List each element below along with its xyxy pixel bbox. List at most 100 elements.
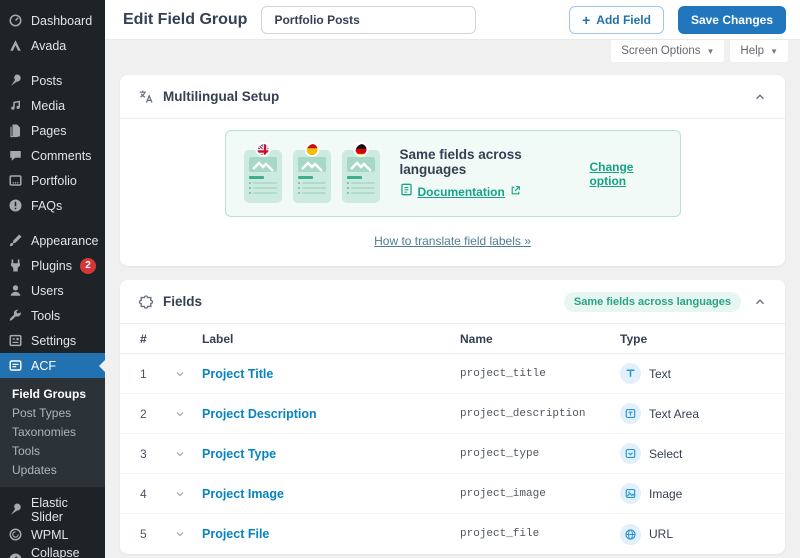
field-row-project-description: 2 Project Description project_descriptio…	[120, 394, 785, 434]
field-type: Select	[620, 443, 785, 464]
sidebar-item-dashboard[interactable]: Dashboard	[0, 8, 105, 33]
sidebar-item-appearance[interactable]: Appearance	[0, 228, 105, 253]
acf-topbar: Edit Field Group + Add Field Save Change…	[105, 0, 800, 40]
sidebar-item-label: ACF	[31, 358, 56, 373]
text-line	[297, 187, 326, 189]
field-label-link[interactable]: Project File	[202, 527, 270, 541]
text-line	[297, 182, 326, 184]
screen-options-tab[interactable]: Screen Options ▼	[611, 40, 725, 62]
avada-icon	[8, 38, 23, 53]
collapse-panel-chevron-up-icon[interactable]	[753, 295, 767, 309]
field-row-project-image: 4 Project Image project_image Image	[120, 474, 785, 514]
sidebar-item-plugins[interactable]: Plugins 2	[0, 253, 105, 278]
field-label-link[interactable]: Project Title	[202, 366, 274, 381]
sidebar-item-avada[interactable]: Avada	[0, 33, 105, 58]
column-header-number: #	[140, 331, 147, 346]
expand-field-chevron-icon[interactable]	[174, 368, 202, 380]
url-globe-type-icon	[620, 523, 641, 545]
collapse-panel-chevron-up-icon[interactable]	[753, 90, 767, 104]
page-title: Edit Field Group	[123, 10, 248, 28]
sidebar-item-posts[interactable]: Posts	[0, 68, 105, 93]
multilingual-panel-title: Multilingual Setup	[163, 89, 280, 104]
sidebar-item-collapse-menu[interactable]: Collapse menu	[0, 545, 105, 558]
text-line	[297, 192, 326, 194]
documentation-link[interactable]: Documentation	[417, 184, 505, 199]
submenu-item-tools[interactable]: Tools	[12, 444, 41, 458]
field-name: project_type	[460, 447, 540, 460]
sidebar-item-pages[interactable]: Pages	[0, 118, 105, 143]
external-link-icon	[510, 183, 521, 201]
sidebar-item-label: WPML	[31, 527, 69, 542]
sidebar-item-label: FAQs	[31, 198, 63, 213]
sidebar-item-label: Posts	[31, 73, 63, 88]
sidebar-item-label: Settings	[31, 333, 77, 348]
text-line	[346, 187, 375, 189]
text-type-icon	[620, 363, 641, 384]
image-placeholder-icon	[346, 157, 375, 172]
field-order-number: 1	[140, 366, 147, 381]
sidebar-separator	[0, 218, 105, 228]
sidebar-item-label: Users	[31, 283, 64, 298]
main-area: Edit Field Group + Add Field Save Change…	[105, 0, 800, 558]
multilingual-panel-header: Multilingual Setup	[120, 75, 785, 119]
sidebar-item-portfolio[interactable]: Portfolio	[0, 168, 105, 193]
sidebar-item-label: Appearance	[31, 233, 99, 248]
field-name: project_title	[460, 367, 546, 380]
admin-sidebar: Dashboard Avada Posts Media Pages Commen…	[0, 0, 105, 558]
sidebar-item-elastic-slider[interactable]: Elastic Slider	[0, 496, 105, 524]
save-changes-button[interactable]: Save Changes	[677, 5, 786, 34]
submenu-item-post-types[interactable]: Post Types	[12, 406, 72, 420]
sidebar-item-users[interactable]: Users	[0, 278, 105, 303]
sidebar-item-settings[interactable]: Settings	[0, 328, 105, 353]
fields-panel-header: Fields Same fields across languages	[120, 280, 785, 324]
sidebar-item-label: Comments	[31, 148, 92, 163]
sidebar-item-acf[interactable]: ACF	[0, 353, 105, 378]
language-card-english	[243, 142, 282, 203]
field-group-title-input[interactable]	[261, 5, 477, 34]
image-type-icon	[620, 483, 641, 504]
expand-field-chevron-icon[interactable]	[174, 528, 202, 540]
spain-flag-icon	[304, 142, 319, 157]
uk-flag-icon	[255, 142, 270, 157]
submenu-item-updates[interactable]: Updates	[12, 463, 57, 477]
field-order-number: 2	[140, 406, 147, 421]
language-card-german	[341, 142, 380, 203]
sidebar-separator	[0, 58, 105, 68]
text-line	[248, 187, 277, 189]
text-line	[346, 192, 375, 194]
help-tab[interactable]: Help ▼	[730, 40, 788, 62]
dashboard-icon	[8, 13, 23, 28]
change-option-link[interactable]: Change option	[589, 159, 634, 188]
add-field-button[interactable]: + Add Field	[569, 5, 664, 34]
field-name: project_image	[460, 487, 546, 500]
field-row-project-type: 3 Project Type project_type Select	[120, 434, 785, 474]
same-fields-badge: Same fields across languages	[563, 291, 741, 312]
wrench-icon	[8, 308, 23, 323]
sidebar-item-comments[interactable]: Comments	[0, 143, 105, 168]
sidebar-item-label: Avada	[31, 38, 67, 53]
field-label-link[interactable]: Project Description	[202, 406, 317, 421]
how-to-translate-link[interactable]: How to translate field labels »	[374, 234, 531, 248]
fields-panel: Fields Same fields across languages # La…	[120, 280, 785, 554]
expand-field-chevron-icon[interactable]	[174, 448, 202, 460]
field-label-link[interactable]: Project Image	[202, 486, 284, 501]
field-label-link[interactable]: Project Type	[202, 446, 277, 461]
submenu-item-taxonomies[interactable]: Taxonomies	[12, 425, 77, 439]
sidebar-item-faqs[interactable]: FAQs	[0, 193, 105, 218]
field-type-label: URL	[649, 527, 674, 541]
sidebar-item-tools[interactable]: Tools	[0, 303, 105, 328]
sidebar-item-wpml[interactable]: WPML	[0, 522, 105, 547]
alert-circle-icon	[8, 198, 23, 213]
select-type-icon	[620, 443, 641, 464]
expand-field-chevron-icon[interactable]	[174, 408, 202, 420]
column-header-label: Label	[202, 331, 234, 346]
banner-text: Same fields across languages Documentati…	[400, 147, 570, 201]
sidebar-item-label: Collapse menu	[31, 545, 80, 558]
image-placeholder-icon	[248, 157, 277, 172]
acf-submenu: Field Groups Post Types Taxonomies Tools…	[0, 378, 105, 487]
submenu-item-field-groups[interactable]: Field Groups	[12, 387, 87, 401]
wp-screen-tabs: Screen Options ▼ Help ▼	[105, 40, 800, 64]
expand-field-chevron-icon[interactable]	[174, 488, 202, 500]
sidebar-item-media[interactable]: Media	[0, 93, 105, 118]
germany-flag-icon	[353, 142, 368, 157]
